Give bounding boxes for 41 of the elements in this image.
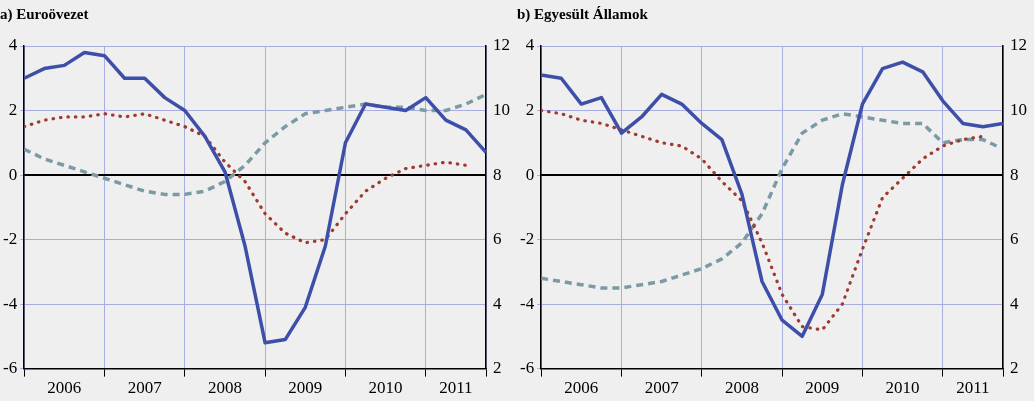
x-tick-label: 2009 [288, 378, 323, 398]
y2-tick-label: 4 [1010, 293, 1019, 313]
x-tick-label: 2007 [127, 378, 163, 398]
x-tick-label: 2010 [885, 378, 920, 398]
y-tick-label: -2 [519, 229, 535, 249]
y2-tick-label: 6 [493, 229, 502, 249]
y2-tick-label: 2 [1010, 358, 1019, 378]
chart-title: b) Egyesült Államok [517, 5, 649, 23]
y-tick-label: 4 [8, 35, 18, 55]
y2-tick-label: 4 [493, 293, 502, 313]
x-tick-label: 2011 [956, 378, 990, 398]
y2-tick-label: 10 [493, 99, 510, 119]
y2-tick-label: 2 [493, 358, 502, 378]
y-tick-label: -2 [2, 229, 18, 249]
line-series [24, 112, 468, 245]
x-tick-label: 2006 [564, 378, 599, 398]
y2-tick-label: 12 [1010, 35, 1027, 55]
chart-title: a) Euroövezet [0, 5, 89, 23]
x-tick-label: 2007 [644, 378, 680, 398]
x-tick-label: 2009 [805, 378, 840, 398]
y-tick-label: 0 [8, 164, 18, 184]
y-tick-label: -4 [2, 293, 18, 313]
y-tick-label: -6 [2, 358, 18, 378]
y-tick-label: 4 [525, 35, 535, 55]
y2-tick-label: 8 [493, 164, 502, 184]
y-tick-label: 0 [525, 164, 535, 184]
y2-tick-label: 8 [1010, 164, 1019, 184]
y-tick-label: -6 [519, 358, 535, 378]
y-tick-label: 2 [525, 99, 535, 119]
line-series [541, 108, 985, 332]
x-tick-label: 2006 [47, 378, 82, 398]
y-tick-label: 2 [8, 99, 18, 119]
x-tick-label: 2011 [439, 378, 473, 398]
x-tick-label: 2008 [207, 378, 242, 398]
x-tick-label: 2010 [368, 378, 403, 398]
y-tick-label: -4 [519, 293, 535, 313]
line-series [541, 112, 999, 290]
y2-tick-label: 6 [1010, 229, 1019, 249]
x-tick-label: 2008 [724, 378, 759, 398]
y2-tick-label: 12 [493, 35, 510, 55]
y2-tick-label: 10 [1010, 99, 1027, 119]
